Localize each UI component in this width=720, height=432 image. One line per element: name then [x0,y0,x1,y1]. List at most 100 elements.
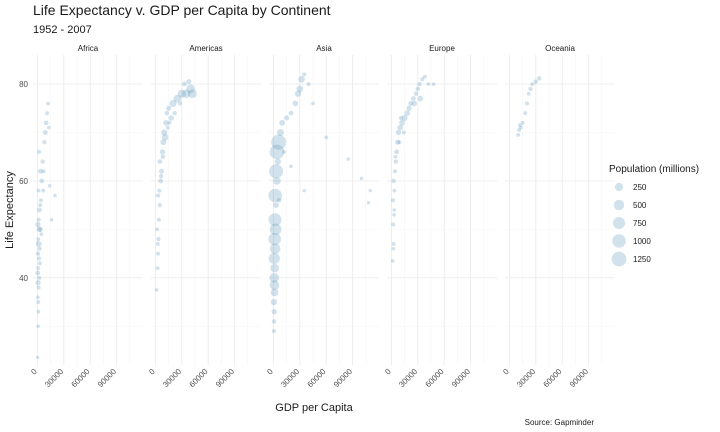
data-point [392,188,397,193]
data-point [269,280,280,290]
data-point [288,110,294,116]
data-point [268,213,282,227]
x-tick-label: 90000 [450,367,472,389]
data-point [302,72,307,77]
data-point [276,197,282,203]
data-point [410,96,416,102]
data-point [36,300,41,304]
facet-europe: Europe 0 30000 60000 90000 [383,44,497,389]
data-point [43,120,49,126]
data-point [394,149,400,155]
data-point [157,159,163,164]
data-point [158,178,164,184]
x-tick-label: 30000 [515,367,537,389]
data-point [274,158,281,165]
data-point [530,82,535,87]
legend-key [612,216,626,230]
data-point [395,139,401,145]
data-point [281,149,286,154]
data-point [41,169,46,174]
data-point [268,252,280,265]
data-point [36,207,42,213]
data-point [46,101,50,106]
data-point [36,309,41,314]
data-point [36,256,42,261]
data-point [397,124,403,131]
data-point [154,288,159,292]
data-point [39,178,45,184]
data-point [359,176,364,181]
data-point [296,85,304,93]
chart-subtitle: 1952 - 2007 [33,24,92,36]
x-tick-label: 60000 [542,367,564,389]
data-point [161,129,168,136]
x-tick-label: 60000 [424,367,446,389]
legend-label: 250 [633,183,647,192]
data-point [156,251,161,256]
data-point [155,193,161,198]
data-point [346,157,350,161]
y-axis-title: Life Expectancy [4,171,16,249]
data-point [298,75,305,83]
data-point [411,100,418,107]
data-point [431,82,436,86]
data-point [523,111,528,116]
legend-label: 500 [633,201,647,210]
data-point [177,101,183,106]
data-point [302,188,306,193]
data-point [368,188,372,193]
data-point [279,119,286,126]
legend-key [614,182,624,192]
data-point [398,115,404,121]
data-point [311,101,315,106]
data-point [159,168,165,174]
data-point [401,130,406,135]
data-point [395,129,402,136]
data-point [270,288,279,297]
data-point [156,237,161,242]
x-tick-label: 90000 [332,367,354,389]
data-point [273,202,279,208]
legend-label: 1000 [633,237,651,246]
legend-title: Population (millions) [609,164,699,175]
caption: Source: Gapminder [525,418,595,427]
legend-key [611,251,627,267]
facet-strip-label: Americas [189,44,222,53]
x-tick-label: 0 [383,367,393,377]
data-point [181,89,191,99]
data-point [37,275,42,280]
legend-key [612,234,626,248]
data-point [47,183,52,188]
data-point [271,319,277,324]
x-tick-label: 30000 [161,367,183,389]
data-point [156,217,161,222]
data-point [533,79,539,84]
x-tick-label: 0 [501,367,511,377]
x-tick-label: 90000 [568,367,590,389]
data-point [397,140,402,145]
data-point [422,74,427,79]
data-point [35,355,40,359]
legend-label: 1250 [633,255,651,264]
data-point [324,135,328,140]
y-axis: 40 60 80 [19,80,28,283]
data-point [53,193,57,198]
data-point [393,154,398,159]
size-legend: Population (millions) 250 500 750 1000 1250 [609,164,699,267]
data-point [39,232,44,237]
data-point [37,246,42,251]
x-tick-label: 60000 [188,367,210,389]
data-point [169,99,177,107]
data-point [270,263,280,273]
data-point [36,188,41,193]
x-tick-label: 90000 [214,367,236,389]
data-point [269,144,285,160]
data-point [155,227,160,232]
facet-strip-label: Europe [429,44,455,53]
data-point [528,86,533,92]
facet-africa: Africa 0 30000 60000 90000 [29,44,143,389]
data-point [35,221,41,228]
data-point [270,298,278,306]
data-point [45,111,50,116]
